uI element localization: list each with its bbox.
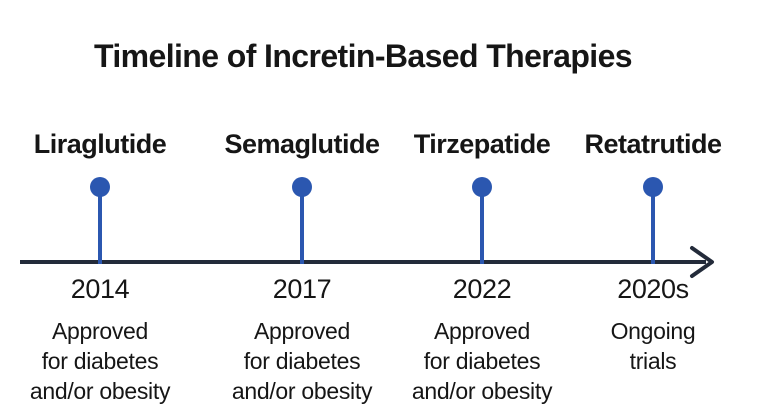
entry-description: Approved for diabetes and/or obesity [29, 318, 171, 404]
drug-name: Tirzepatide [413, 129, 551, 159]
timeline-entry-semaglutide: Semaglutide 2017 Approved for diabetes a… [202, 0, 402, 420]
marker-dot-icon [292, 177, 312, 197]
entry-description: Approved for diabetes and/or obesity [231, 318, 373, 404]
marker-stem [480, 186, 484, 264]
year-label: 2014 [70, 274, 130, 304]
year-label: 2022 [452, 274, 512, 304]
marker-dot-icon [90, 177, 110, 197]
year-label: 2017 [272, 274, 332, 304]
timeline-entry-liraglutide: Liraglutide 2014 Approved for diabetes a… [0, 0, 200, 420]
drug-name: Semaglutide [224, 129, 380, 159]
marker-stem [651, 186, 655, 264]
drug-name: Retatrutide [584, 129, 722, 159]
timeline-entry-retatrutide: Retatrutide 2020s Ongoing trials [553, 0, 753, 420]
figure-title: Timeline of Incretin-Based Therapies [94, 38, 633, 74]
marker-dot-icon [472, 177, 492, 197]
entry-description: Approved for diabetes and/or obesity [411, 318, 553, 404]
axis-arrowhead-icon [690, 246, 714, 278]
entry-description: Ongoing trials [610, 318, 696, 374]
timeline-entry-tirzepatide: Tirzepatide 2022 Approved for diabetes a… [382, 0, 582, 420]
marker-stem [300, 186, 304, 264]
marker-stem [98, 186, 102, 264]
drug-name: Liraglutide [33, 129, 167, 159]
marker-dot-icon [643, 177, 663, 197]
year-label: 2020s [617, 274, 689, 304]
